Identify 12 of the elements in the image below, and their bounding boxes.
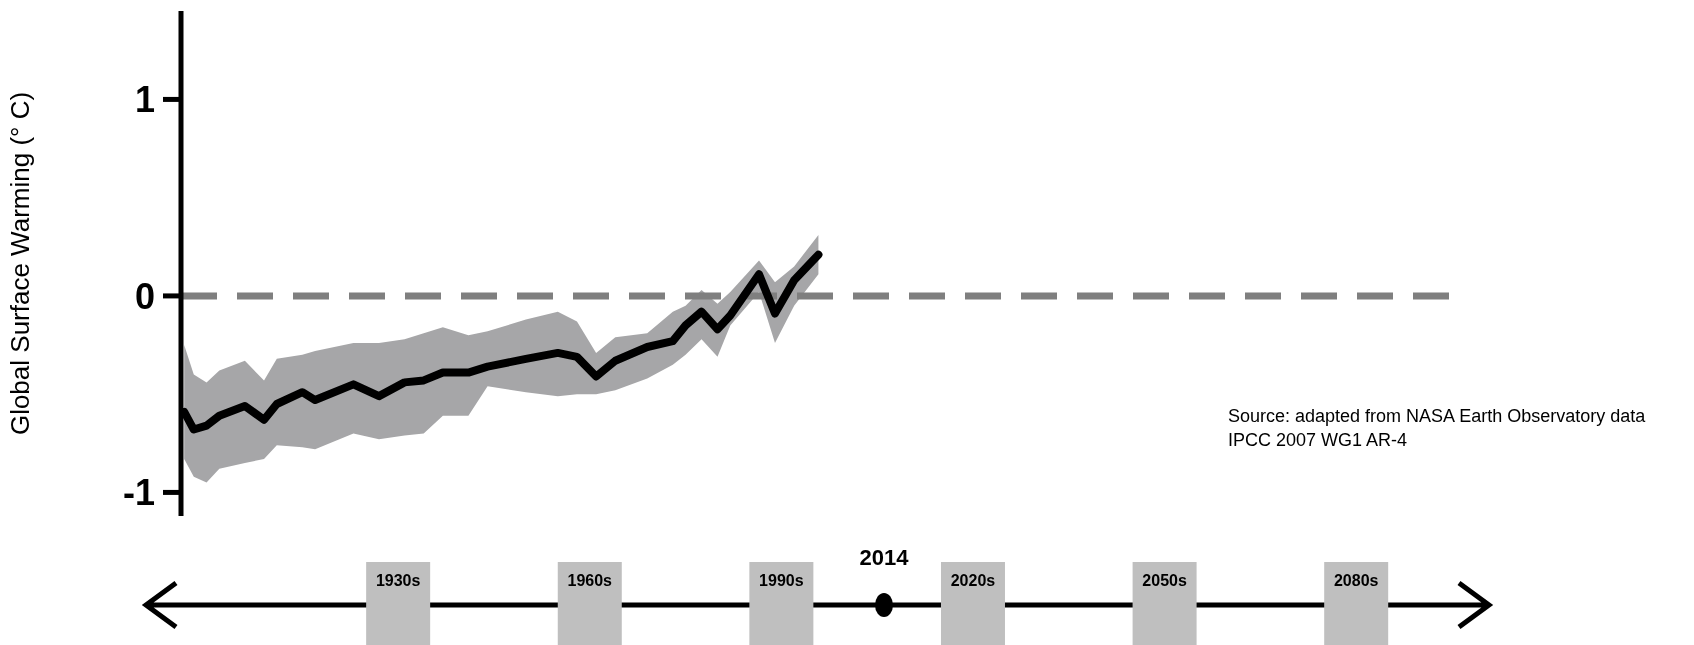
y-axis-title: Global Surface Warming (° C) bbox=[5, 91, 36, 436]
y-tick-label: 1 bbox=[134, 79, 155, 121]
x-tick-label: 2050s bbox=[1142, 572, 1187, 589]
y-tick-label: -1 bbox=[122, 472, 155, 514]
x-tick-label: 2080s bbox=[1333, 572, 1379, 589]
text: 2014 bbox=[859, 545, 910, 570]
x-tick-label: 1960s bbox=[567, 572, 613, 589]
annotation: Source: adapted from NASA Earth Observatory data IPCC 2007 WG1 AR-4 bbox=[1228, 405, 1647, 452]
x-tick-label: 1990s bbox=[759, 572, 804, 589]
x-tick-label: 2020s bbox=[950, 572, 996, 589]
x-tick-label: 1930s bbox=[375, 572, 421, 589]
y-tick-label: 0 bbox=[134, 275, 155, 317]
